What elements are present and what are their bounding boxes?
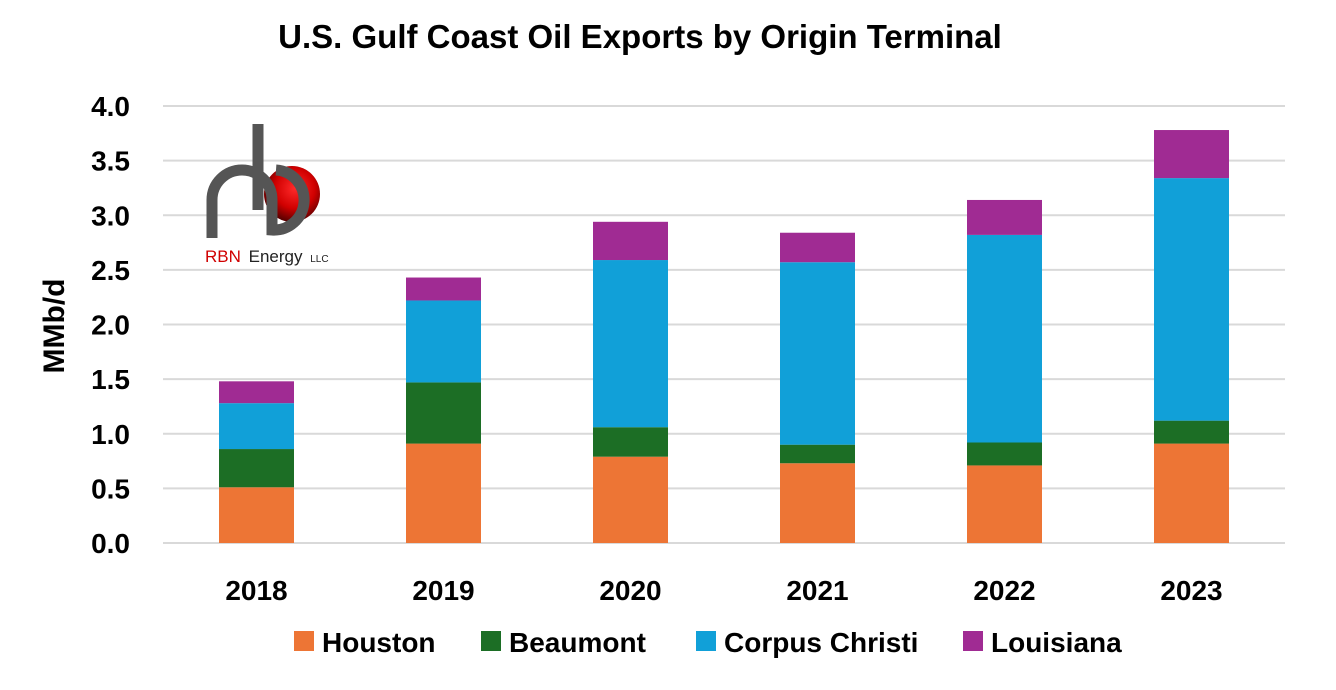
x-tick-label: 2021 <box>786 575 848 606</box>
y-tick-label: 3.0 <box>91 200 130 231</box>
legend-label: Beaumont <box>509 627 646 658</box>
gridlines <box>163 105 1285 544</box>
bar-corpus-christi-2022 <box>967 234 1042 443</box>
y-tick-label: 2.0 <box>91 310 130 341</box>
bar-houston-2023 <box>1154 443 1229 543</box>
bar-louisiana-2023 <box>1154 130 1229 179</box>
bar-houston-2021 <box>780 463 855 543</box>
bar-beaumont-2021 <box>780 444 855 464</box>
bar-beaumont-2019 <box>406 382 481 444</box>
bar-corpus-christi-2019 <box>406 300 481 383</box>
legend-swatch <box>481 631 501 651</box>
x-tick-label: 2018 <box>225 575 287 606</box>
bar-houston-2019 <box>406 443 481 543</box>
y-tick-label: 0.5 <box>91 473 130 504</box>
rbn-logo: RBN Energy LLC <box>205 124 329 266</box>
x-tick-label: 2023 <box>1160 575 1222 606</box>
svg-text:RBN Energy LLC: RBN Energy LLC <box>205 247 329 266</box>
bar-louisiana-2019 <box>406 277 481 301</box>
legend-label: Houston <box>322 627 436 658</box>
x-tick-label: 2019 <box>412 575 474 606</box>
y-tick-labels: 0.0 0.5 1.0 1.5 2.0 2.5 3.0 3.5 4.0 <box>91 91 130 559</box>
bar-louisiana-2022 <box>967 199 1042 235</box>
y-tick-label: 0.0 <box>91 528 130 559</box>
bar-corpus-christi-2020 <box>593 260 668 428</box>
legend-label: Corpus Christi <box>724 627 918 658</box>
bar-corpus-christi-2023 <box>1154 178 1229 421</box>
bar-beaumont-2018 <box>219 449 294 488</box>
legend: Houston Beaumont Corpus Christi Louisiana <box>294 627 1122 658</box>
y-tick-label: 1.0 <box>91 419 130 450</box>
legend-swatch <box>963 631 983 651</box>
y-tick-label: 1.5 <box>91 364 130 395</box>
y-tick-label: 4.0 <box>91 91 130 122</box>
bar-corpus-christi-2021 <box>780 262 855 445</box>
y-axis-label: MMb/d <box>38 279 71 374</box>
logo-name: Energy <box>249 247 303 266</box>
bar-beaumont-2023 <box>1154 420 1229 444</box>
x-tick-label: 2022 <box>973 575 1035 606</box>
y-tick-label: 2.5 <box>91 255 130 286</box>
bar-houston-2020 <box>593 456 668 543</box>
bars <box>219 130 1229 543</box>
logo-brand: RBN <box>205 247 241 266</box>
legend-swatch <box>696 631 716 651</box>
bar-louisiana-2020 <box>593 221 668 261</box>
legend-label: Louisiana <box>991 627 1122 658</box>
bar-houston-2022 <box>967 465 1042 543</box>
logo-pipe-icon <box>206 124 310 238</box>
legend-swatch <box>294 631 314 651</box>
bar-corpus-christi-2018 <box>219 403 294 450</box>
bar-beaumont-2020 <box>593 427 668 457</box>
x-tick-labels: 2018 2019 2020 2021 2022 2023 <box>225 575 1222 606</box>
y-tick-label: 3.5 <box>91 146 130 177</box>
chart-title: U.S. Gulf Coast Oil Exports by Origin Te… <box>278 18 1002 55</box>
bar-louisiana-2021 <box>780 232 855 263</box>
logo-suffix: LLC <box>310 254 328 265</box>
bar-beaumont-2022 <box>967 442 1042 466</box>
x-tick-label: 2020 <box>599 575 661 606</box>
bar-houston-2018 <box>219 487 294 543</box>
bar-louisiana-2018 <box>219 381 294 404</box>
